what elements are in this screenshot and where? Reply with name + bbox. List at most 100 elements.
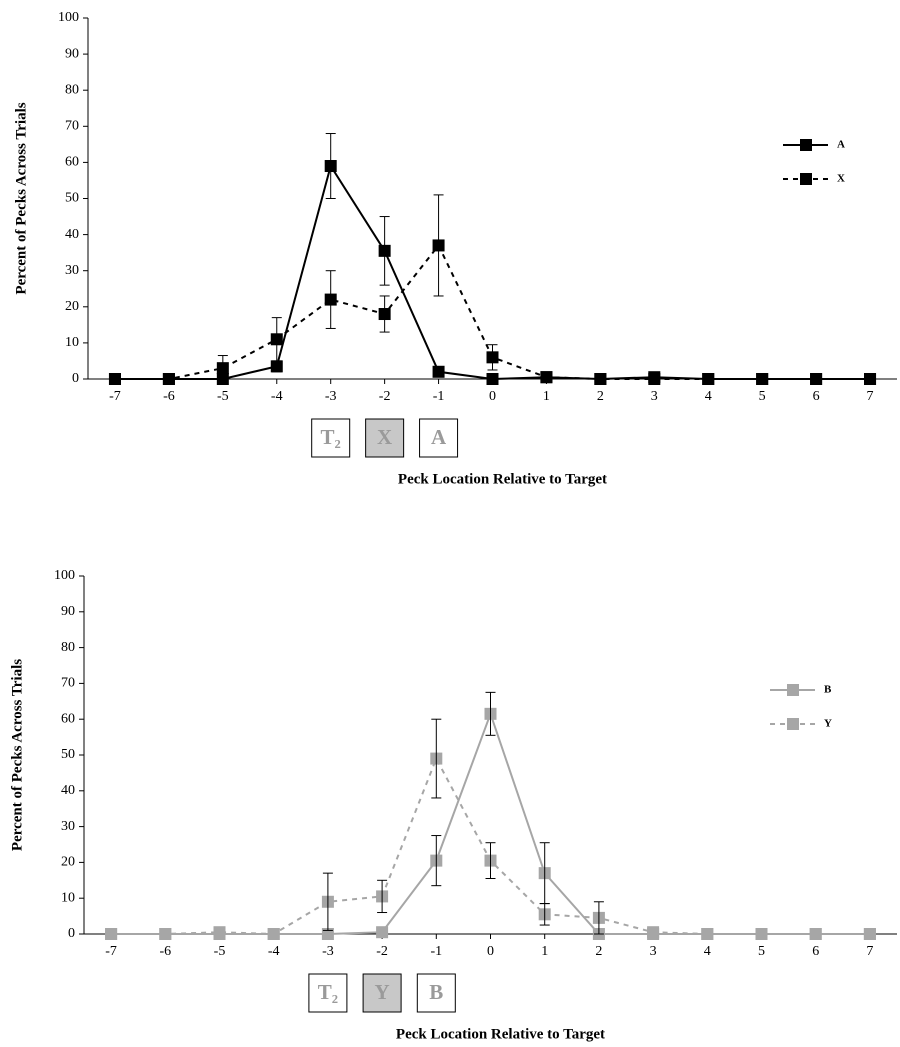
data-point — [863, 928, 876, 940]
x-tick-label: 5 — [758, 944, 765, 959]
y-tick-label: 20 — [61, 855, 75, 870]
data-point — [701, 928, 714, 940]
x-axis-title: Peck Location Relative to Target — [396, 1026, 605, 1042]
data-point — [756, 373, 769, 385]
data-point — [321, 928, 334, 940]
x-tick-label: -4 — [268, 944, 280, 959]
data-point — [810, 373, 823, 385]
y-tick-label: 70 — [65, 119, 79, 134]
y-tick-label: 80 — [65, 82, 79, 97]
data-point — [376, 926, 389, 939]
x-tick-label: -3 — [325, 389, 337, 404]
data-point — [267, 928, 280, 940]
y-tick-label: 0 — [72, 371, 79, 386]
x-tick-label: -1 — [433, 389, 445, 404]
x-tick-label: 7 — [866, 944, 873, 959]
y-tick-label: 80 — [61, 640, 75, 655]
legend-marker — [787, 684, 799, 696]
stimulus-label: X — [377, 425, 392, 449]
data-point — [159, 928, 172, 940]
x-tick-label: 5 — [759, 389, 766, 404]
x-tick-label: 3 — [650, 944, 657, 959]
x-tick-label: -2 — [376, 944, 388, 959]
y-tick-label: 70 — [61, 676, 75, 691]
data-point — [213, 926, 226, 939]
x-tick-label: -5 — [214, 944, 226, 959]
x-tick-label: 2 — [595, 944, 602, 959]
y-tick-label: 90 — [65, 46, 79, 61]
stimulus-box — [416, 973, 456, 1013]
y-tick-label: 10 — [65, 335, 79, 350]
legend-label: A — [837, 139, 845, 151]
stimulus-box — [311, 418, 351, 458]
legend-label: X — [837, 173, 845, 185]
data-point — [809, 928, 822, 940]
x-tick-label: -6 — [163, 389, 175, 404]
y-tick-label: 30 — [61, 819, 75, 834]
data-point — [108, 373, 121, 385]
y-axis-title: Percent of Pecks Across Trials — [9, 659, 25, 851]
x-tick-label: -7 — [105, 944, 117, 959]
series — [105, 707, 876, 940]
y-tick-label: 30 — [65, 263, 79, 278]
y-tick-label: 90 — [61, 604, 75, 619]
data-point — [702, 373, 715, 385]
data-point — [105, 928, 118, 940]
x-tick-label: -5 — [217, 389, 229, 404]
y-tick-label: 100 — [58, 10, 79, 25]
data-point — [755, 928, 768, 940]
legend-marker — [787, 718, 799, 730]
y-tick-label: 60 — [65, 155, 79, 170]
stimulus-label: Y — [375, 980, 390, 1004]
stimulus-box — [362, 973, 402, 1013]
y-tick-label: 40 — [61, 783, 75, 798]
y-tick-label: 60 — [61, 711, 75, 726]
x-axis-title: Peck Location Relative to Target — [398, 471, 607, 487]
y-tick-label: 50 — [65, 191, 79, 206]
stimulus-box — [365, 418, 405, 458]
x-tick-label: 7 — [867, 389, 874, 404]
data-point — [594, 373, 607, 385]
data-point — [486, 373, 499, 385]
x-tick-label: 1 — [541, 944, 548, 959]
series-line — [111, 710, 870, 935]
x-tick-label: 2 — [597, 389, 604, 404]
y-axis-title: Percent of Pecks Across Trials — [13, 102, 29, 294]
x-tick-label: 0 — [487, 944, 494, 959]
legend-marker — [800, 139, 812, 151]
x-tick-label: -4 — [271, 389, 283, 404]
legend-label: Y — [824, 718, 832, 730]
data-point — [864, 373, 877, 385]
y-tick-label: 100 — [54, 568, 75, 583]
stimulus-label: T₂ — [321, 425, 341, 449]
x-tick-label: 4 — [705, 389, 712, 404]
x-tick-label: 0 — [489, 389, 496, 404]
y-tick-label: 10 — [61, 890, 75, 905]
legend-marker — [800, 173, 812, 185]
x-tick-label: -2 — [379, 389, 391, 404]
data-point — [647, 926, 660, 939]
x-tick-label: 1 — [543, 389, 550, 404]
y-tick-label: 0 — [68, 926, 75, 941]
stimulus-label: B — [429, 980, 443, 1004]
x-tick-label: 3 — [651, 389, 658, 404]
stimulus-box — [419, 418, 459, 458]
y-tick-label: 40 — [65, 227, 79, 242]
stimulus-label: T₂ — [318, 980, 338, 1004]
x-tick-label: 4 — [704, 944, 711, 959]
x-tick-label: -7 — [109, 389, 121, 404]
y-tick-label: 50 — [61, 747, 75, 762]
x-tick-label: -6 — [159, 944, 171, 959]
x-tick-label: -1 — [430, 944, 442, 959]
data-point — [648, 373, 661, 385]
x-tick-label: 6 — [813, 389, 820, 404]
stimulus-label: A — [431, 425, 447, 449]
x-tick-label: -3 — [322, 944, 334, 959]
stimulus-box — [308, 973, 348, 1013]
data-point — [540, 371, 553, 384]
legend-label: B — [824, 684, 832, 696]
data-point — [162, 373, 175, 385]
x-tick-label: 6 — [812, 944, 819, 959]
y-tick-label: 20 — [65, 299, 79, 314]
